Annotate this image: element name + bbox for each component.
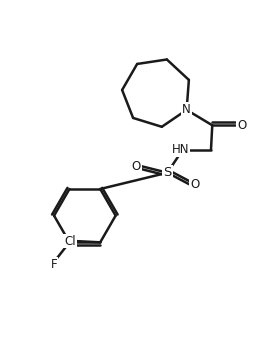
Text: S: S — [163, 166, 172, 179]
Text: O: O — [190, 178, 199, 191]
Text: O: O — [237, 119, 246, 132]
Text: N: N — [182, 103, 191, 116]
Text: F: F — [51, 258, 57, 271]
Text: HN: HN — [172, 143, 189, 156]
Text: Cl: Cl — [64, 235, 76, 247]
Text: O: O — [132, 160, 141, 173]
